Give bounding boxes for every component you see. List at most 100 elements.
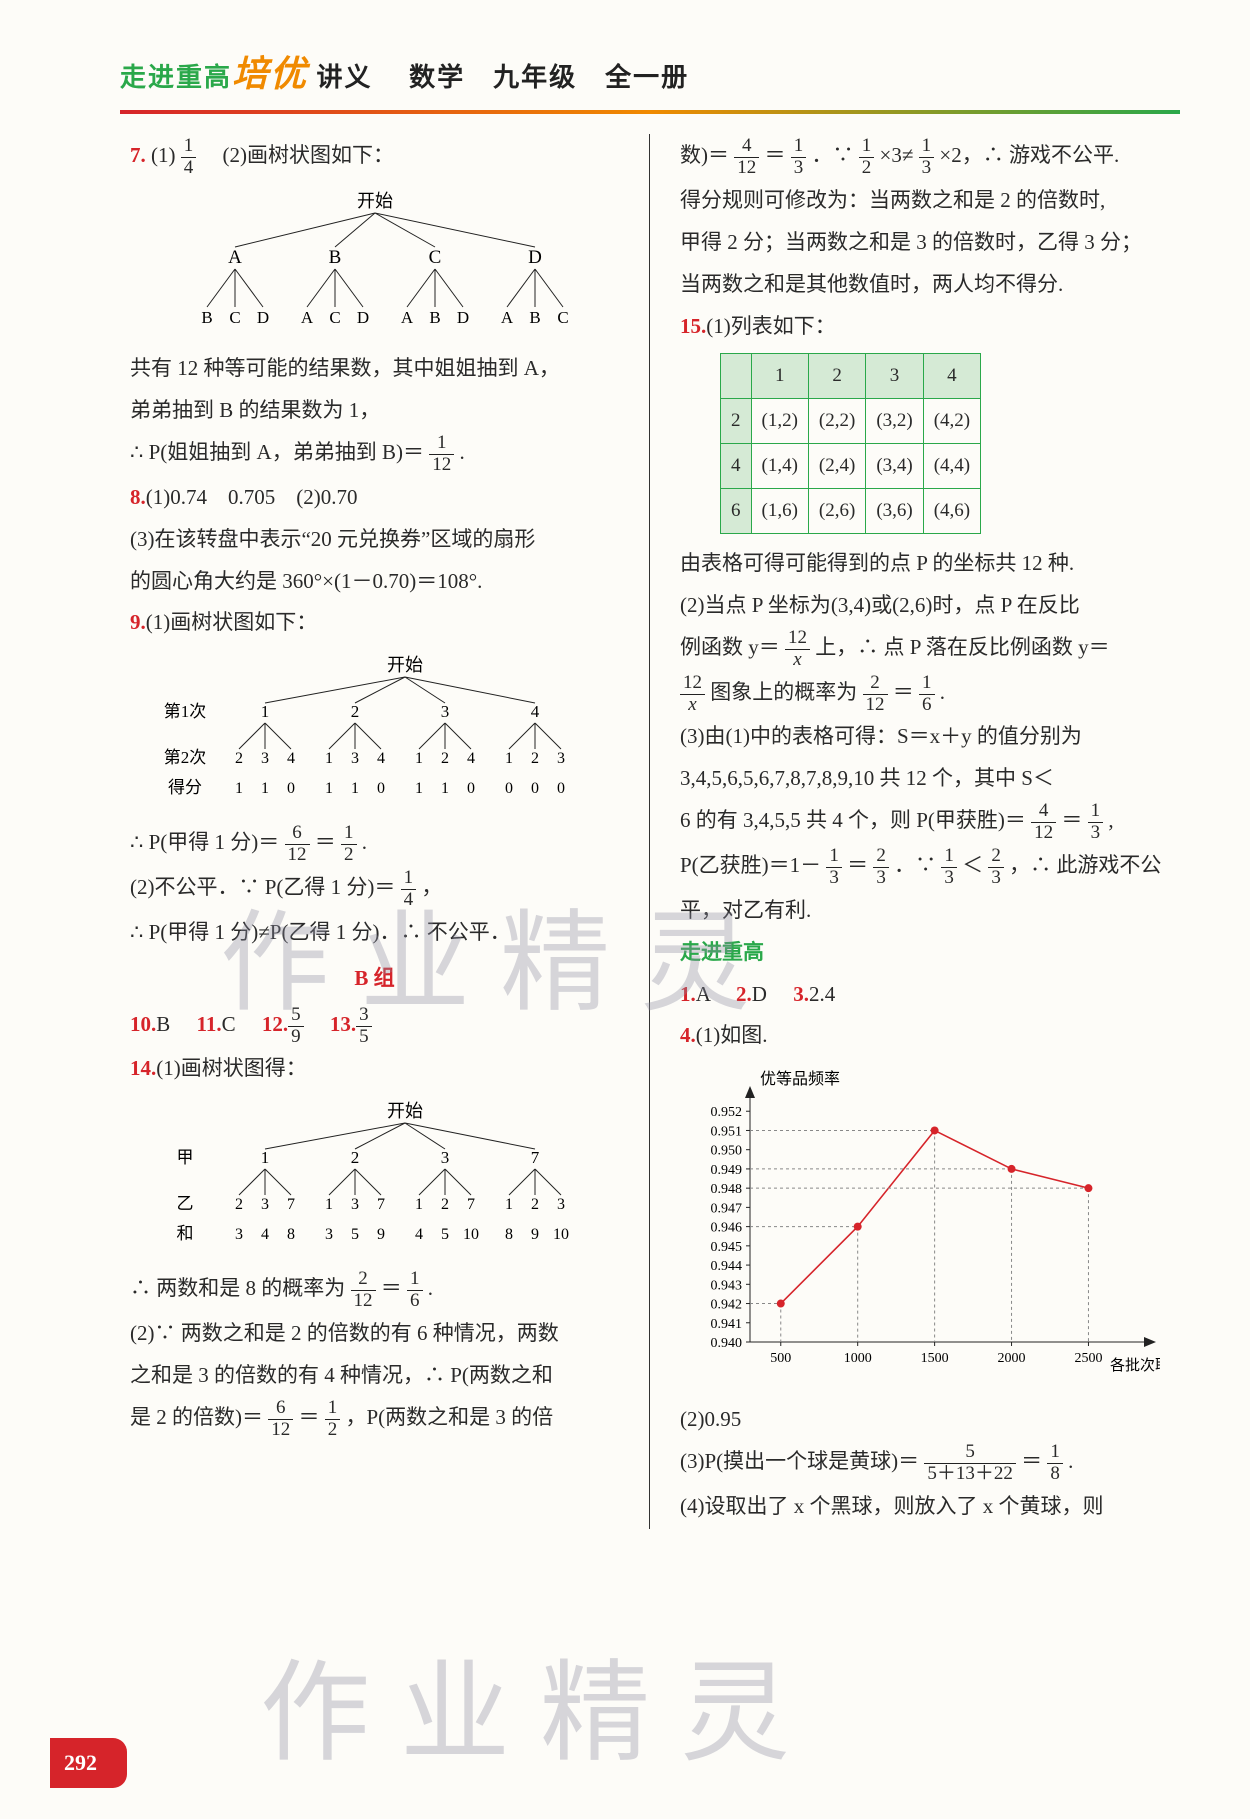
svg-text:1500: 1500 [921,1351,949,1366]
svg-text:1: 1 [505,750,513,767]
brand-black: 讲义 [317,63,373,92]
q14-t4: 是 2 的倍数)＝ 612 ＝ 12 ，P(两数之和是 3 的倍 [130,1398,619,1441]
svg-text:B: B [429,308,440,327]
page-number: 292 [50,1738,127,1788]
q9-t2: (2)不公平．∵ P(乙得 1 分)＝ 14 ， [130,868,619,911]
svg-text:A: A [400,308,413,327]
svg-text:1: 1 [325,1196,333,1213]
r-b4: (4)设取出了 x 个黑球，则放入了 x 个黄球，则 [680,1487,1170,1527]
svg-text:0.940: 0.940 [711,1336,743,1351]
right-column: 数)＝ 412 ＝ 13 ．∵ 12 ×3≠ 13 ×2，∴ 游戏不公平. 得分… [650,134,1180,1528]
r-b2: (2)0.95 [680,1400,1170,1440]
a4: 4.(1)如图. [680,1016,1170,1056]
svg-text:1: 1 [415,750,423,767]
svg-text:3: 3 [351,750,359,767]
svg-text:得分: 得分 [168,778,202,797]
svg-text:第1次: 第1次 [163,702,206,721]
content: 7. (1) 14 (2)画树状图如下： 开始ABCDBCDACDABDABC … [120,134,1180,1528]
svg-text:2: 2 [441,1196,449,1213]
svg-text:1: 1 [260,702,269,721]
svg-text:甲: 甲 [176,1148,193,1167]
freq-chart: 优等品频率各批次取球数0.9520.9510.9500.9490.9480.94… [680,1066,1170,1390]
svg-text:3: 3 [325,1226,333,1243]
svg-text:A: A [300,308,313,327]
left-column: 7. (1) 14 (2)画树状图如下： 开始ABCDBCDACDABDABC … [120,134,650,1528]
q14-t2: (2)∵ 两数之和是 2 的倍数的有 6 种情况，两数 [130,1314,619,1354]
q9: 9.(1)画树状图如下： [130,603,619,643]
svg-text:0.952: 0.952 [711,1106,743,1121]
svg-text:0.950: 0.950 [711,1144,743,1159]
r-cont3: 甲得 2 分；当两数之和是 3 的倍数时，乙得 3 分； [680,223,1170,263]
svg-text:1: 1 [351,780,359,797]
svg-text:3: 3 [261,1196,269,1213]
r-t8: P(乙获胜)＝1－ 13 ＝ 23 ．∵ 13 ＜ 23 ，∴ 此游戏不公 [680,846,1170,889]
svg-text:B: B [328,247,341,268]
watermark-2: 作业精灵 [260,1610,820,1819]
svg-text:第2次: 第2次 [163,748,206,767]
q9-tree: 开始第1次1234第2次234134124123得分110110110000 [130,653,619,813]
r-t7: 6 的有 3,4,5,5 共 4 个，则 P(甲获胜)＝ 412 ＝ 13 , [680,801,1170,844]
q14-t1: ∴ 两数和是 8 的概率为 212 ＝ 16 . [130,1269,619,1312]
r-cont2: 得分规则可修改为：当两数之和是 2 的倍数时, [680,181,1170,221]
svg-text:C: C [229,308,240,327]
page-header: 走进重高培优 讲义 数学 九年级 全一册 [120,40,1180,114]
svg-text:3: 3 [440,1148,449,1167]
svg-text:0.941: 0.941 [711,1317,743,1332]
brand-orange: 培优 [232,54,308,94]
q8: 8.(1)0.74 0.705 (2)0.70 [130,478,619,518]
q7-line: 7. (1) 14 (2)画树状图如下： [130,136,619,179]
svg-text:4: 4 [377,750,385,767]
svg-text:1: 1 [325,780,333,797]
q9-t1: ∴ P(甲得 1 分)＝ 612 ＝ 12 . [130,823,619,866]
svg-text:10: 10 [463,1226,479,1243]
svg-text:1: 1 [325,750,333,767]
svg-text:0.943: 0.943 [711,1279,743,1294]
svg-text:0.944: 0.944 [711,1259,743,1274]
svg-text:0: 0 [505,780,513,797]
svg-text:3: 3 [557,750,565,767]
svg-text:2: 2 [235,750,243,767]
svg-text:0: 0 [287,780,295,797]
svg-text:7: 7 [530,1148,539,1167]
svg-text:7: 7 [377,1196,385,1213]
svg-text:9: 9 [531,1226,539,1243]
q7-p2: (2)画树状图如下： [202,144,395,168]
svg-text:3: 3 [351,1196,359,1213]
q14-t3: 之和是 3 的倍数的有 4 种情况，∴ P(两数之和 [130,1356,619,1396]
svg-text:4: 4 [415,1226,423,1243]
svg-text:C: C [329,308,340,327]
q15: 15.(1)列表如下： [680,307,1170,347]
r-t6: 3,4,5,6,5,6,7,8,7,8,9,10 共 12 个，其中 S＜ [680,759,1170,799]
r-t1: 由表格可得可能得到的点 P 的坐标共 12 种. [680,544,1170,584]
svg-text:D: D [356,308,368,327]
r-t3: 例函数 y＝ 12x 上，∴ 点 P 落在反比例函数 y＝ [680,628,1170,671]
q9-t3: ∴ P(甲得 1 分)≠P(乙得 1 分)．∴ 不公平． [130,913,619,953]
svg-text:0.947: 0.947 [711,1202,743,1217]
q8-t2: 的圆心角大约是 360°×(1－0.70)＝108°. [130,562,619,602]
svg-text:2500: 2500 [1074,1351,1102,1366]
svg-text:开始: 开始 [387,655,423,675]
svg-text:0.948: 0.948 [711,1183,743,1198]
svg-text:10: 10 [553,1226,569,1243]
r-cont4: 当两数之和是其他数值时，两人均不得分. [680,265,1170,305]
svg-text:B: B [201,308,212,327]
svg-text:3: 3 [235,1226,243,1243]
svg-text:2: 2 [531,1196,539,1213]
svg-text:2: 2 [531,750,539,767]
r-t2: (2)当点 P 坐标为(3,4)或(2,6)时，点 P 在反比 [680,586,1170,626]
svg-text:8: 8 [505,1226,513,1243]
svg-text:0: 0 [531,780,539,797]
svg-text:2: 2 [235,1196,243,1213]
svg-text:1: 1 [505,1196,513,1213]
svg-text:开始: 开始 [387,1101,423,1121]
q10-13: 10.B 11.C 12.59 13.35 [130,1005,619,1048]
svg-text:0.949: 0.949 [711,1163,743,1178]
q8-t1: (3)在该转盘中表示“20 元兑换券”区域的扇形 [130,520,619,560]
b-group-heading: B 组 [130,959,619,999]
q7-frac1: 14 [181,136,197,179]
svg-text:C: C [428,247,441,268]
svg-text:7: 7 [467,1196,475,1213]
svg-text:3: 3 [440,702,449,721]
svg-text:D: D [256,308,268,327]
svg-text:B: B [529,308,540,327]
